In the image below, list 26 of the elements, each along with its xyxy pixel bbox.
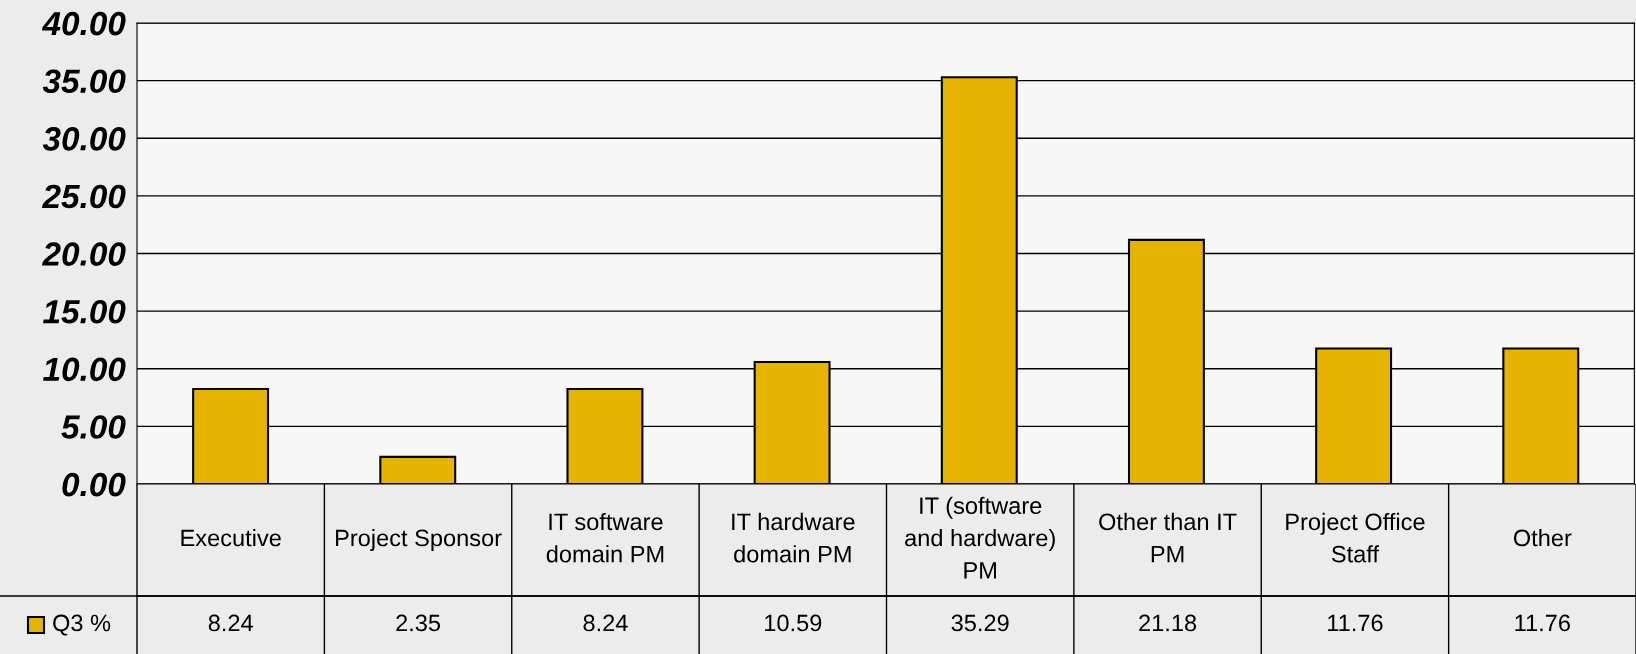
x-tick-label: IT hardware domain PM	[732, 512, 855, 563]
x-tick-label: Executive	[181, 528, 281, 547]
data-label: 8.24	[583, 614, 628, 632]
data-label: 11.76	[1328, 614, 1383, 632]
y-tick-label: 30.00	[42, 127, 126, 151]
x-tick-label: IT (software and hardware) PM	[905, 496, 1055, 579]
y-tick-label: 40.00	[41, 11, 126, 36]
y-tick-label: 10.00	[43, 357, 126, 382]
data-label: 10.59	[765, 614, 822, 632]
legend-label: Q3 %	[53, 614, 111, 636]
y-tick-label: 35.00	[42, 69, 126, 94]
data-label: 8.24	[208, 614, 253, 632]
y-tick-label: 15.00	[43, 299, 126, 324]
x-tick-label: Project Office Staff	[1286, 512, 1425, 563]
data-label: 11.76	[1515, 614, 1570, 632]
data-label: 2.35	[396, 614, 441, 632]
y-tick-label: 5.00	[61, 415, 126, 439]
y-tick-label: 25.00	[41, 184, 126, 209]
y-tick-label: 0.00	[62, 472, 126, 497]
x-tick-label: Project Sponsor	[336, 528, 502, 552]
x-tick-label: IT software domain PM	[546, 512, 664, 563]
y-tick-label: 20.00	[41, 242, 126, 266]
x-tick-label: Other	[1513, 528, 1572, 547]
x-tick-label: Other than IT PM	[1099, 512, 1237, 563]
data-label: 35.29	[951, 614, 1009, 632]
data-label: 21.18	[1139, 614, 1197, 632]
